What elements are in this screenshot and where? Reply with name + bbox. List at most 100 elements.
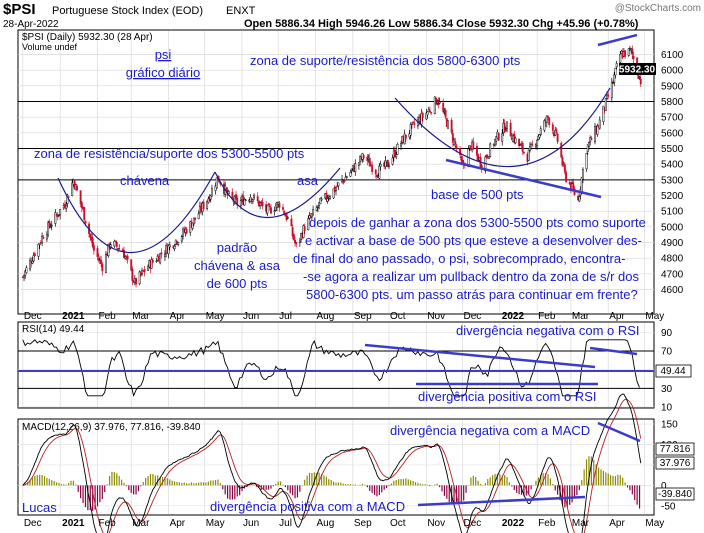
macd-histogram-bar <box>590 456 592 486</box>
candle-body <box>33 253 36 256</box>
macd-histogram-bar <box>549 478 552 486</box>
macd-histogram-bar <box>359 484 361 486</box>
x-tick-label: Jun <box>243 518 259 529</box>
macd-histogram-bar <box>275 484 277 486</box>
annotation-handle: asa <box>297 173 319 188</box>
macd-histogram-bar <box>504 475 506 486</box>
candle-body <box>607 94 610 97</box>
exchange: ENXT <box>226 5 256 17</box>
candle-body <box>130 259 133 271</box>
candle-body <box>155 260 158 263</box>
candle-body <box>251 199 254 202</box>
macd-histogram-bar <box>84 485 87 508</box>
price-candles <box>21 45 642 288</box>
macd-histogram-bar <box>224 485 226 495</box>
annotation-text-line-5: 5800-6300 pts. um passo atrás para conti… <box>306 287 638 302</box>
macd-histogram-bar <box>566 485 568 508</box>
macd-histogram-bar <box>520 485 523 495</box>
macd-histogram-bar <box>552 483 554 486</box>
macd-histogram-bar <box>147 476 149 486</box>
candle-body <box>261 201 264 207</box>
x-tick-label: Aug <box>317 311 335 322</box>
price-tick-label: 5400 <box>661 160 684 171</box>
candle-body <box>71 182 74 196</box>
candle-body <box>519 144 522 146</box>
macd-histogram-bar <box>470 477 472 486</box>
candle-body <box>409 124 412 136</box>
candle-body <box>307 218 310 231</box>
candle-body <box>632 55 635 60</box>
candle-body <box>143 269 146 273</box>
macd-histogram-bar <box>573 485 576 499</box>
macd-histogram-bar <box>400 479 402 486</box>
rsi-tick-label: 70 <box>661 347 673 358</box>
macd-histogram-bar <box>39 474 41 486</box>
macd-histogram-bar <box>407 479 409 486</box>
macd-histogram-bar <box>631 485 633 495</box>
macd-histogram-bar <box>106 484 108 486</box>
candle-body <box>192 217 195 224</box>
x-tick-label: May <box>645 518 664 529</box>
candle-body <box>278 202 281 208</box>
candle-body <box>115 242 118 247</box>
candle-body <box>325 192 328 200</box>
candle-body <box>65 204 68 210</box>
candle-body <box>530 144 533 149</box>
candle-body <box>31 260 34 264</box>
candle-body <box>118 248 121 250</box>
macd-histogram-bar <box>636 485 638 505</box>
macd-histogram-bar <box>581 480 583 486</box>
rsi-tick-label: 30 <box>661 384 673 395</box>
candle-body <box>343 179 346 182</box>
candle-body <box>376 174 378 177</box>
macd-last-value: -39.840 <box>658 489 692 500</box>
candle-body <box>259 202 262 206</box>
candle-body <box>585 153 588 170</box>
candle-body <box>147 266 150 271</box>
annotation-text-line-4: -se agora a realizar um pullback dentro … <box>303 269 640 284</box>
macd-histogram-bar <box>241 485 243 492</box>
macd-histogram-bar <box>149 473 152 486</box>
candle-body <box>596 125 599 135</box>
candle-body <box>309 216 312 218</box>
candle-body <box>388 165 390 167</box>
x-tick-label: Feb <box>538 518 556 529</box>
macd-histogram-bar <box>535 480 537 486</box>
macd-histogram-bar <box>63 484 65 486</box>
rsi-tick-label: 90 <box>661 328 673 339</box>
candle-body <box>386 159 389 168</box>
annotation-psi: psi <box>155 47 172 62</box>
annotation-daily-chart: gráfico diário <box>126 65 200 80</box>
macd-histogram-bar <box>342 483 344 486</box>
macd-histogram-bar <box>48 478 50 486</box>
macd-histogram-bar <box>499 473 501 486</box>
candle-body <box>273 210 276 213</box>
macd-histogram-bar <box>239 485 241 496</box>
rsi-panel <box>17 321 655 409</box>
candle-body <box>562 163 565 165</box>
candle-body <box>403 133 406 145</box>
macd-histogram-bar <box>173 481 176 486</box>
macd-histogram-bar <box>571 485 573 503</box>
x-tick-label: Feb <box>99 311 117 322</box>
annotation-pattern-3: de 600 pts <box>207 276 268 291</box>
ohlc-readout: Open 5886.34 High 5946.26 Low 5886.34 Cl… <box>244 18 639 30</box>
last-price-box <box>619 63 656 75</box>
macd-histogram-bar <box>258 485 260 489</box>
price-tick-label: 4600 <box>661 285 684 296</box>
macd-histogram-bar <box>610 475 612 486</box>
candle-body <box>555 129 558 133</box>
candle-body <box>547 116 549 118</box>
candle-body <box>619 53 622 63</box>
volume-legend: Volume undef <box>22 42 78 52</box>
annotation-base-500: base de 500 pts <box>431 187 524 202</box>
candle-body <box>335 187 337 191</box>
macd-tick-label: 0 <box>661 481 667 492</box>
macd-histogram-bar <box>537 477 539 486</box>
macd-histogram-bar <box>92 485 94 511</box>
macd-histogram-bar <box>108 475 111 486</box>
macd-histogram-bar <box>366 485 368 488</box>
candle-body <box>243 199 246 206</box>
annotation-pattern-1: padrão <box>217 240 257 255</box>
candle-body <box>459 147 462 155</box>
